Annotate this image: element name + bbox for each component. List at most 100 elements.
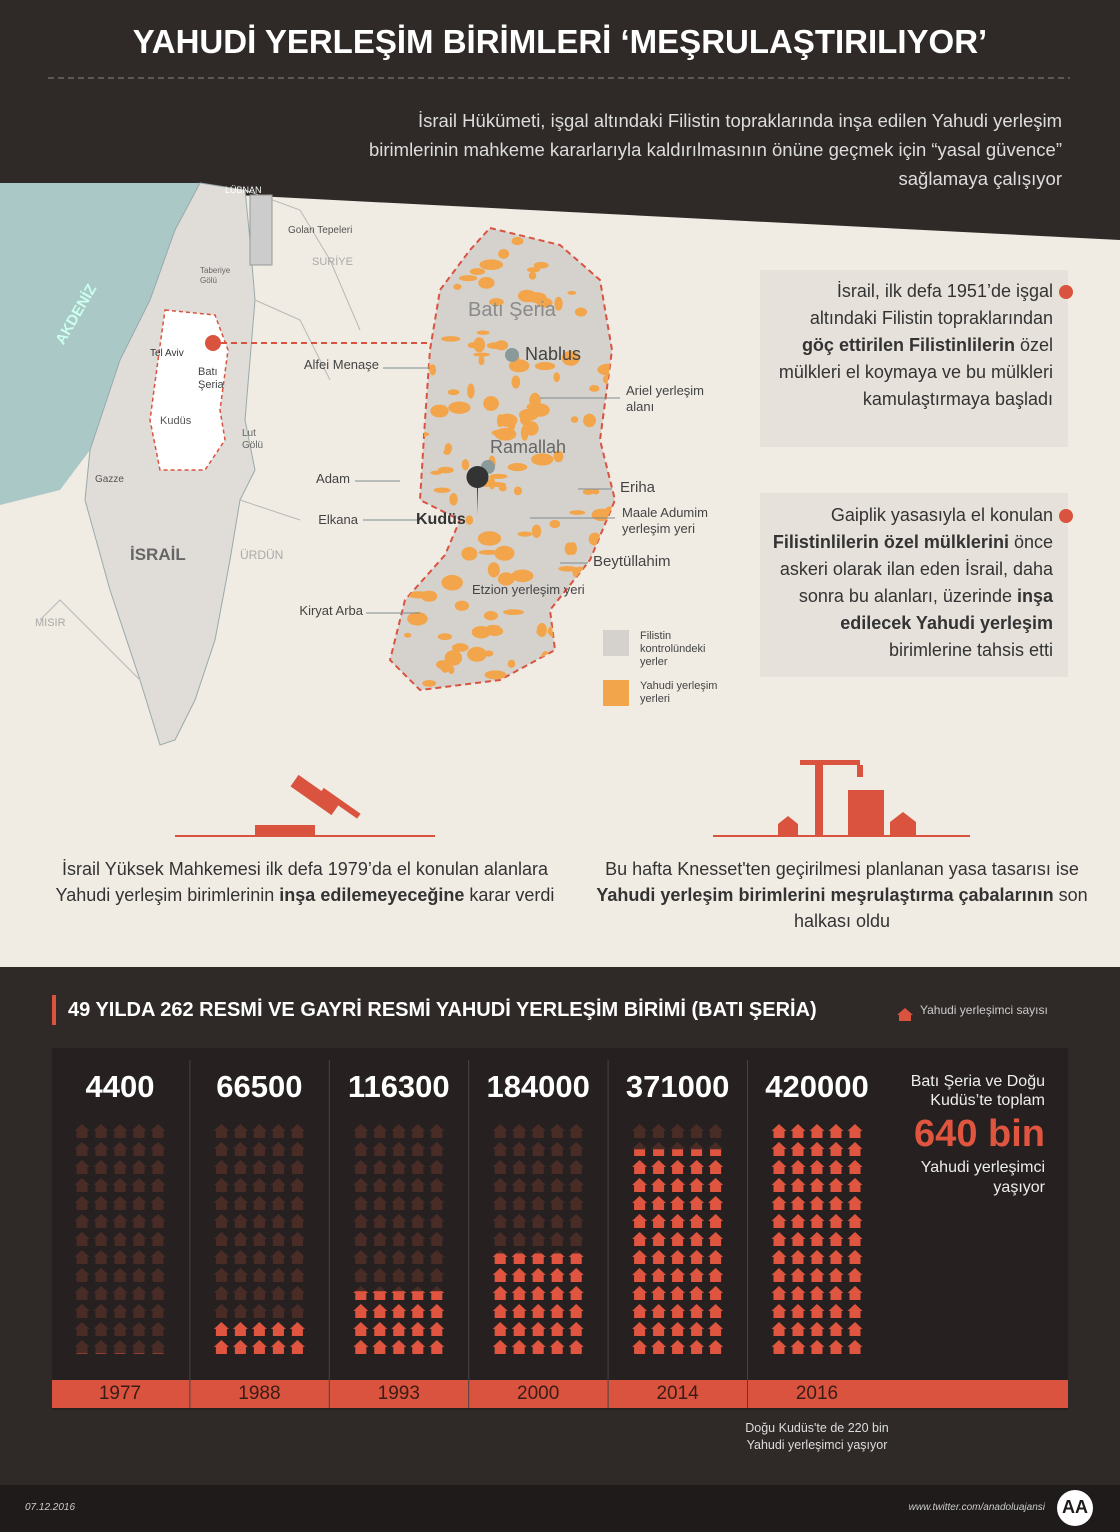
settlement-blob xyxy=(553,450,564,463)
side-note: Batı Şeria ve Doğu Kudüs’te toplam 640 bi… xyxy=(890,1072,1045,1197)
title: YAHUDİ YERLEŞİM BİRİMLERİ ‘MEŞRULAŞTIRIL… xyxy=(132,23,988,60)
settlement-blob xyxy=(574,307,588,317)
map-label: Batı Şeria xyxy=(468,299,556,321)
settlement-blob xyxy=(433,487,451,493)
settlement-blob xyxy=(534,362,556,371)
settlement-blob xyxy=(441,574,463,591)
settlement-blob xyxy=(404,632,412,638)
text-run: İsrail Yüksek Mahkemesi ilk defa 1979’da… xyxy=(55,859,548,905)
settlement-blob xyxy=(473,352,490,357)
settlement-blob xyxy=(478,355,485,366)
settlement-blob xyxy=(511,375,521,389)
callouts xyxy=(355,367,620,614)
settlement-blob xyxy=(479,259,504,271)
settlement-blob xyxy=(429,364,437,376)
legend-swatch xyxy=(603,630,629,656)
value-label: 371000 xyxy=(625,1069,730,1104)
settlement-blob xyxy=(489,473,508,479)
title-marker xyxy=(52,995,56,1025)
settlement-blob xyxy=(511,236,524,246)
settlement-blob xyxy=(567,290,577,295)
chart-title: 49 YILDA 262 RESMİ VE GAYRİ RESMİ YAHUDİ… xyxy=(68,999,817,1021)
icon-column xyxy=(351,1291,447,1356)
text-run: birimlerine tahsis etti xyxy=(888,640,1053,660)
map-label: MISIR xyxy=(35,617,66,629)
settlement-blob xyxy=(558,565,577,572)
settlement-blob xyxy=(467,646,487,662)
settlement-blob xyxy=(467,342,479,349)
map-label: Elkana xyxy=(318,512,358,527)
settlement-blob xyxy=(494,545,515,561)
map-label: Etzion yerleşim yeri xyxy=(472,582,585,597)
settlement-blob xyxy=(531,453,554,466)
settlement-blob xyxy=(549,519,561,529)
logo-bg xyxy=(1057,1490,1093,1526)
side-note-before: Batı Şeria ve Doğu Kudüs’te toplam xyxy=(910,1073,1045,1110)
settlement-blob xyxy=(422,679,437,687)
map-label: Kudüs xyxy=(160,415,192,427)
year-label: 1993 xyxy=(377,1383,420,1404)
settlement-blob xyxy=(461,546,478,561)
settlement-blob xyxy=(447,389,460,396)
settlement-blob xyxy=(488,476,496,490)
note: Gaiplik yasasıyla el konulan Filistinlil… xyxy=(765,502,1053,664)
settlement-blob xyxy=(498,249,510,259)
settlement-blob xyxy=(489,298,504,306)
settlement-blob xyxy=(454,600,469,611)
value-label: 4400 xyxy=(85,1069,155,1104)
map-label: Alfei Menaşe xyxy=(303,357,379,372)
settlement-blob xyxy=(477,531,502,546)
text-run: inşa edilecek Yahudi yerleşim xyxy=(840,586,1053,633)
settlement-blob xyxy=(437,466,454,474)
value-label: 184000 xyxy=(486,1069,590,1104)
subtitle: İsrail Hükümeti, işgal altındaki Filisti… xyxy=(368,110,1062,189)
settlement-blob xyxy=(517,531,533,537)
settlement-blob xyxy=(554,296,563,311)
icon-column xyxy=(211,1318,307,1356)
settlement-blob xyxy=(526,267,541,273)
settlement-blob xyxy=(437,633,453,641)
settlement-blob xyxy=(582,489,594,495)
text-run: karar verdi xyxy=(464,885,555,905)
footer-bar xyxy=(0,1485,1120,1532)
west-bank xyxy=(388,226,617,692)
value-label: 66500 xyxy=(216,1069,303,1104)
settlement-blob xyxy=(430,404,449,418)
settlement-blob xyxy=(441,336,461,342)
settlement-blob xyxy=(484,670,507,680)
settlement-blob xyxy=(524,421,539,436)
text-run: Yahudi yerleşim birimlerini meşrulaştırm… xyxy=(596,885,1054,905)
map-label: Adam xyxy=(316,471,350,486)
map-label: LÜBNAN xyxy=(225,185,262,195)
map-label: Batı Şeria xyxy=(198,366,224,392)
settlement-blob xyxy=(502,609,525,616)
settlement-blob xyxy=(497,572,515,586)
settlement-blob xyxy=(483,611,498,621)
year-label: 1977 xyxy=(98,1383,142,1404)
settlement-blob xyxy=(476,330,490,335)
annotation: Doğu Kudüs'te de 220 bin Yahudi yerleşim… xyxy=(745,1421,889,1452)
settlement-blob xyxy=(483,396,499,411)
settlement-blob xyxy=(524,292,547,303)
settlement-blob xyxy=(553,372,560,383)
map-label: Maale Adumim yerleşim yeri xyxy=(622,505,708,536)
settlement-blob xyxy=(461,459,470,471)
icon-column xyxy=(72,1353,168,1356)
note: İsrail, ilk defa 1951’de işgal altındaki… xyxy=(775,278,1053,413)
icon-grid xyxy=(211,1122,307,1356)
settlement-blob xyxy=(507,463,528,472)
settlement-blob xyxy=(478,549,499,555)
text-run: inşa edilemeyeceğine xyxy=(279,885,465,905)
legend-icon xyxy=(897,1008,913,1021)
icon-grid xyxy=(72,1122,168,1356)
bottom-note: Bu hafta Knesset'ten geçirilmesi planlan… xyxy=(592,856,1092,934)
footer-date: 07.12.2016 xyxy=(25,1502,76,1513)
settlement-blob xyxy=(448,401,471,414)
settlement-blob xyxy=(491,429,505,436)
year-label: 2016 xyxy=(795,1383,839,1404)
map-label: Beytüllahim xyxy=(593,553,671,570)
settlement-blob xyxy=(459,275,478,282)
map-label: Golan Tepeleri xyxy=(288,225,353,236)
settlement-blob xyxy=(511,569,534,583)
map-label: SURİYE xyxy=(312,256,353,268)
